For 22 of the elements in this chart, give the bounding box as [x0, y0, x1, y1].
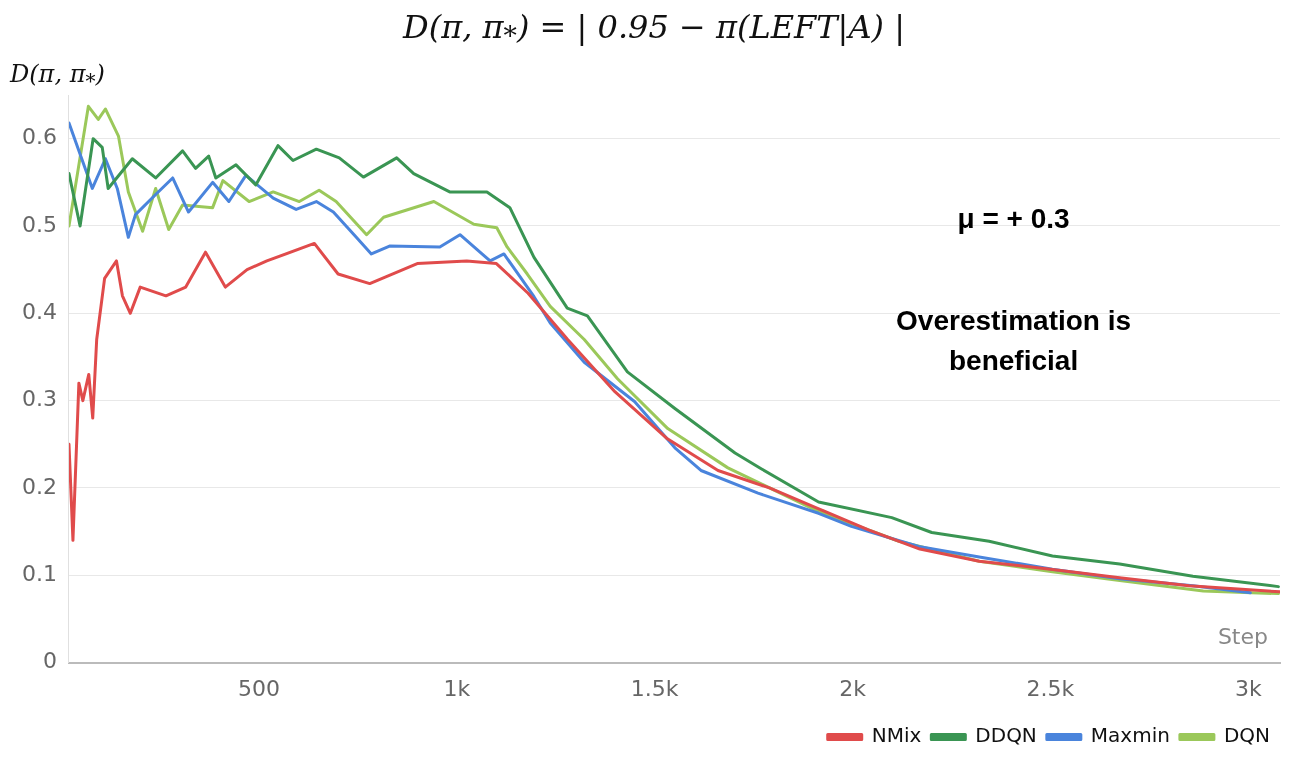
annotation: μ = + 0.3 — [957, 202, 1070, 234]
legend-label: NMix — [871, 723, 922, 748]
y-tick-label: 0 — [42, 648, 57, 674]
x-tick-label: 2k — [839, 675, 867, 701]
y-tick-label: 0.5 — [21, 211, 57, 237]
y-tick-label: 0.3 — [21, 386, 57, 412]
x-tick-label: 2.5k — [1026, 675, 1075, 701]
chart-title: D(π, π$_{*}$) = | 0.95 − π(LEFT|A) | — [401, 8, 906, 52]
x-tick-label: 3k — [1234, 675, 1262, 701]
annotation: Overestimation is beneficial — [896, 304, 1132, 376]
x-tick-label: 1.5k — [630, 675, 679, 701]
y-axis-title: D(π, π$_{*}$) — [10, 60, 105, 93]
y-tick-label: 0.2 — [21, 473, 57, 499]
legend-label: DDQN — [975, 723, 1037, 748]
x-axis-title: Step — [1217, 624, 1268, 650]
x-tick-label: 500 — [237, 675, 280, 701]
y-tick-label: 0.4 — [21, 299, 57, 325]
y-tick-label: 0.1 — [21, 561, 57, 586]
y-tick-label: 0.6 — [21, 124, 57, 150]
legend-label: Maxmin — [1090, 723, 1170, 748]
x-tick-label: 1k — [443, 675, 471, 701]
legend-label: DQN — [1223, 723, 1271, 748]
